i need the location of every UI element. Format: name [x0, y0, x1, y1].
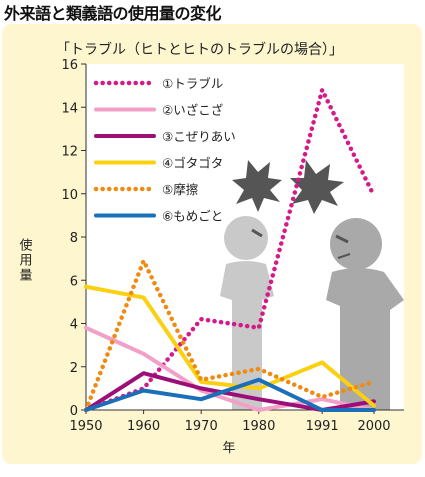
legend-label-1: ①トラブル [162, 76, 223, 91]
left-person-head [224, 216, 268, 260]
x-axis-ticks: 1950 1960 1970 1980 1991 2000 [69, 410, 391, 434]
x-tick-label: 1970 [185, 419, 218, 434]
series-line-6 [84, 377, 376, 412]
legend: ①トラブル ②いざこざ ③こぜりあい ④ゴタゴタ ⑤摩擦 ⑥もめごと [93, 76, 236, 224]
y-axis-label: 使用量 [17, 237, 33, 283]
y-tick-label: 8 [70, 231, 78, 246]
x-tick-label: 1991 [306, 419, 339, 434]
y-axis-ticks: 0 2 4 6 8 10 12 14 16 [61, 58, 86, 419]
left-person-eye [251, 228, 263, 238]
y-tick-label: 6 [70, 274, 78, 289]
y-tick-label: 4 [70, 318, 78, 333]
y-tick-label: 2 [70, 361, 78, 376]
legend-label-2: ②いざこざ [162, 103, 224, 118]
x-tick-label: 2000 [357, 419, 390, 434]
legend-label-3: ③こぜりあい [162, 129, 236, 144]
right-person-eye [335, 234, 349, 244]
right-person-body [326, 268, 404, 410]
anger-burst-left [232, 160, 282, 212]
x-tick-label: 1960 [127, 419, 160, 434]
y-tick-label: 12 [61, 145, 78, 160]
legend-label-5: ⑤摩擦 [162, 182, 198, 197]
y-tick-label: 16 [61, 58, 78, 73]
anger-burst-right [290, 160, 344, 214]
series-line-4 [84, 284, 376, 408]
arguing-people-illustration [220, 160, 404, 410]
x-tick-label: 1980 [242, 419, 275, 434]
series-lines [83, 87, 377, 413]
y-tick-label: 14 [61, 101, 78, 116]
series-line-5 [83, 258, 377, 413]
x-axis-label: 年 [222, 441, 235, 456]
legend-label-4: ④ゴタゴタ [162, 156, 223, 171]
page-title: 外来語と類義語の使用量の変化 [4, 4, 222, 23]
right-person-head [330, 218, 382, 270]
legend-label-6: ⑥もめごと [162, 209, 223, 224]
series-line-2 [84, 325, 376, 412]
chart-title: 「トラブル（ヒトとヒトのトラブルの場合）」 [56, 42, 343, 58]
right-person-mouth [337, 253, 351, 259]
x-tick-label: 1950 [69, 419, 102, 434]
y-tick-label: 10 [61, 188, 78, 203]
y-tick-label: 0 [70, 404, 78, 419]
